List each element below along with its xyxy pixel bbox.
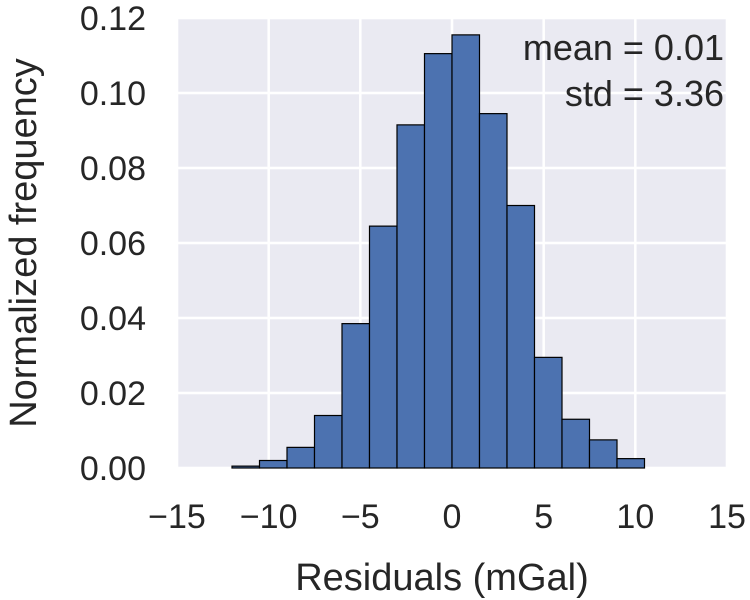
histogram-bar	[588, 439, 618, 469]
y-tick-label: 0.06	[80, 225, 146, 263]
y-tick-label: 0.12	[80, 0, 146, 38]
histogram-bar	[616, 458, 646, 469]
x-tick-label: 15	[708, 498, 746, 536]
x-tick-label: 0	[443, 498, 462, 536]
y-axis-label: Normalized frequency	[3, 58, 45, 428]
y-tick-label: 0.10	[80, 75, 146, 113]
histogram-bar	[451, 34, 481, 469]
histogram-bar	[561, 418, 591, 469]
histogram-bar	[478, 113, 508, 469]
x-axis-label: Residuals (mGal)	[295, 557, 589, 599]
histogram-bar	[286, 446, 316, 469]
x-tick-label: 10	[616, 498, 654, 536]
histogram-bars	[231, 34, 646, 469]
histogram-bar	[258, 459, 288, 469]
y-tick-label: 0.02	[80, 375, 146, 413]
annotation-std: std = 3.36	[565, 73, 724, 114]
x-tick-labels: −15 −10 −5 0 5 10 15	[148, 498, 746, 536]
histogram-bar	[506, 204, 536, 469]
y-tick-label: 0.00	[80, 450, 146, 488]
x-tick-label: −5	[341, 498, 380, 536]
x-tick-label: −10	[240, 498, 298, 536]
histogram-bar	[313, 414, 343, 469]
histogram-bar	[341, 323, 371, 469]
x-tick-label: −15	[148, 498, 206, 536]
histogram-bar	[231, 465, 261, 469]
y-tick-labels: 0.00 0.02 0.04 0.06 0.08 0.10 0.12	[80, 0, 146, 488]
histogram-bar	[368, 225, 398, 469]
histogram-bar	[423, 53, 453, 469]
annotation-mean: mean = 0.01	[523, 27, 724, 68]
y-tick-label: 0.08	[80, 150, 146, 188]
histogram-bar	[533, 356, 563, 469]
x-tick-label: 5	[534, 498, 553, 536]
y-tick-label: 0.04	[80, 300, 146, 338]
histogram-bar	[396, 124, 426, 469]
